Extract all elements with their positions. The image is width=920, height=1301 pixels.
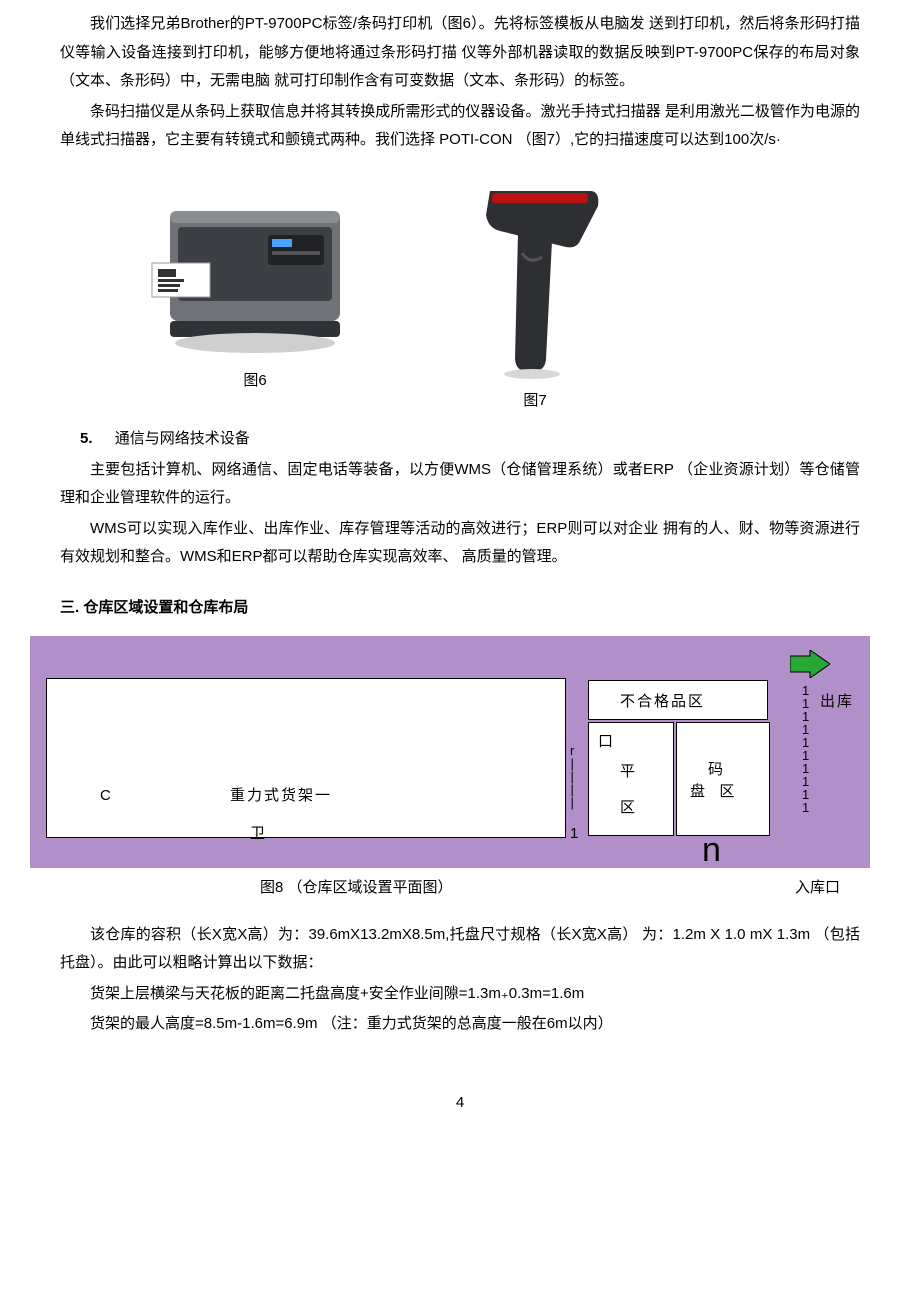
diagram-label-ping: 平 (620, 758, 637, 787)
diagram-label-c: C (100, 782, 113, 811)
diagram-label-ones: 1 1 1 1 1 1 1 1 1 1 (802, 684, 809, 814)
diagram-label-one: 1 (570, 820, 580, 849)
diagram-label-panqu: 盘 区 (690, 778, 736, 807)
section-5-heading: 5. 通信与网络技术设备 (80, 425, 860, 454)
diagram-label-kou: 口 (598, 728, 615, 757)
paragraph: WMS可以实现入库作业、出库作业、库存管理等活动的高效进行；ERP则可以对企业 … (60, 515, 860, 572)
arrow-icon (790, 650, 830, 678)
section-number: 5. (80, 430, 93, 447)
paragraph: 主要包括计算机、网络通信、固定电话等装备，以方便WMS（仓储管理系统）或者ERP… (60, 456, 860, 513)
diagram-box-main_left (46, 678, 566, 838)
diagram-label-wei: 卫 (250, 820, 267, 849)
warehouse-diagram: C重力式货架一卫不合格品区口平区码盘 区出库nr | | | |11 1 1 1… (30, 636, 870, 868)
diagram-label-reject: 不合格品区 (620, 688, 705, 717)
inbound-label: 入库口 (795, 874, 840, 903)
paragraph: 该仓库的容积（长X宽X高）为：39.6mX13.2mX8.5m,托盘尺寸规格（长… (60, 921, 860, 978)
diagram-label-gravity: 重力式货架一 (230, 782, 332, 811)
paragraph: 我们选择兄弟Brother的PT-9700PC标签/条码打印机（图6）。先将标签… (60, 10, 860, 96)
scanner-image (460, 171, 610, 381)
figure-8-caption-row: 图8 （仓库区域设置平面图） 入库口 (60, 874, 860, 903)
diagram-label-out: 出库 (820, 688, 854, 717)
formula-line: 货架的最人高度=8.5m-1.6m=6.9m （注：重力式货架的总高度一般在6m… (60, 1010, 860, 1039)
diagram-label-rticks: r | | | | (570, 744, 574, 809)
diagram-label-qu: 区 (620, 794, 637, 823)
scanner-icon (460, 171, 610, 381)
heading-3: 三. 仓库区域设置和仓库布局 (60, 594, 860, 623)
diagram-label-n: n (702, 818, 723, 883)
figures-row: 图6 图7 (150, 171, 860, 416)
page-number: 4 (60, 1089, 860, 1118)
section-title: 通信与网络技术设备 (115, 430, 250, 447)
paragraph: 条码扫描仪是从条码上获取信息并将其转换成所需形式的仪器设备。激光手持式扫描器 是… (60, 98, 860, 155)
figure-8: C重力式货架一卫不合格品区口平区码盘 区出库nr | | | |11 1 1 1… (30, 636, 870, 868)
figure-7-caption: 图7 (523, 387, 546, 416)
formula-line: 货架上层横梁与天花板的距离二托盘高度+安全作业间隙=1.3m₊0.3m=1.6m (60, 980, 860, 1009)
figure-8-caption: 图8 （仓库区域设置平面图） (260, 874, 453, 903)
figure-7: 图7 (460, 171, 610, 416)
figure-6-caption: 图6 (243, 367, 266, 396)
printer-image (150, 171, 360, 361)
figure-6: 图6 (150, 171, 360, 416)
printer-icon (150, 171, 360, 361)
